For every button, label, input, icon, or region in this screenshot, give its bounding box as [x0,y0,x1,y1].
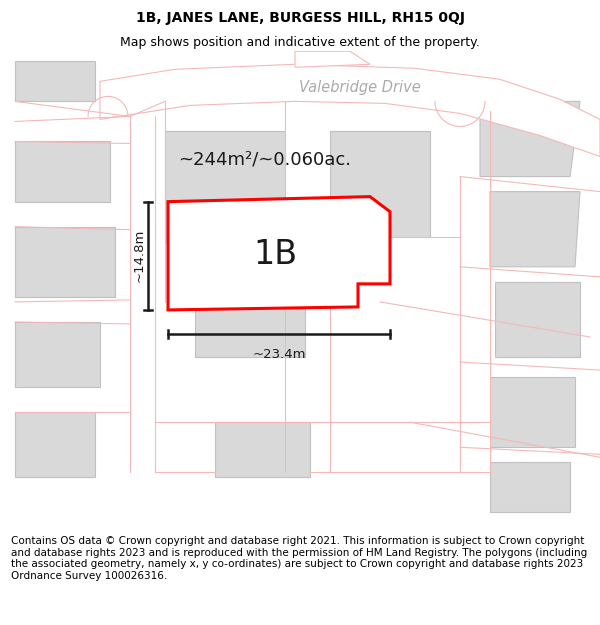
Text: ~14.8m: ~14.8m [133,229,146,282]
Polygon shape [15,322,100,387]
Text: Contains OS data © Crown copyright and database right 2021. This information is : Contains OS data © Crown copyright and d… [11,536,587,581]
Polygon shape [168,197,390,310]
Polygon shape [495,282,580,357]
Text: ~244m²/~0.060ac.: ~244m²/~0.060ac. [179,151,352,169]
Polygon shape [490,192,580,267]
Polygon shape [295,51,370,68]
Polygon shape [480,101,580,177]
Polygon shape [15,61,95,101]
Polygon shape [490,462,570,512]
Polygon shape [215,422,310,478]
Polygon shape [15,141,110,202]
Text: ~23.4m: ~23.4m [252,348,306,361]
Text: Valebridge Drive: Valebridge Drive [299,80,421,95]
Polygon shape [15,227,115,297]
Polygon shape [100,64,600,156]
Text: 1B: 1B [253,238,297,271]
Polygon shape [490,377,575,448]
Text: Map shows position and indicative extent of the property.: Map shows position and indicative extent… [120,36,480,49]
Polygon shape [330,131,430,237]
Polygon shape [195,302,305,357]
Text: 1B, JANES LANE, BURGESS HILL, RH15 0QJ: 1B, JANES LANE, BURGESS HILL, RH15 0QJ [136,11,464,25]
Polygon shape [165,131,285,242]
Polygon shape [15,412,95,478]
